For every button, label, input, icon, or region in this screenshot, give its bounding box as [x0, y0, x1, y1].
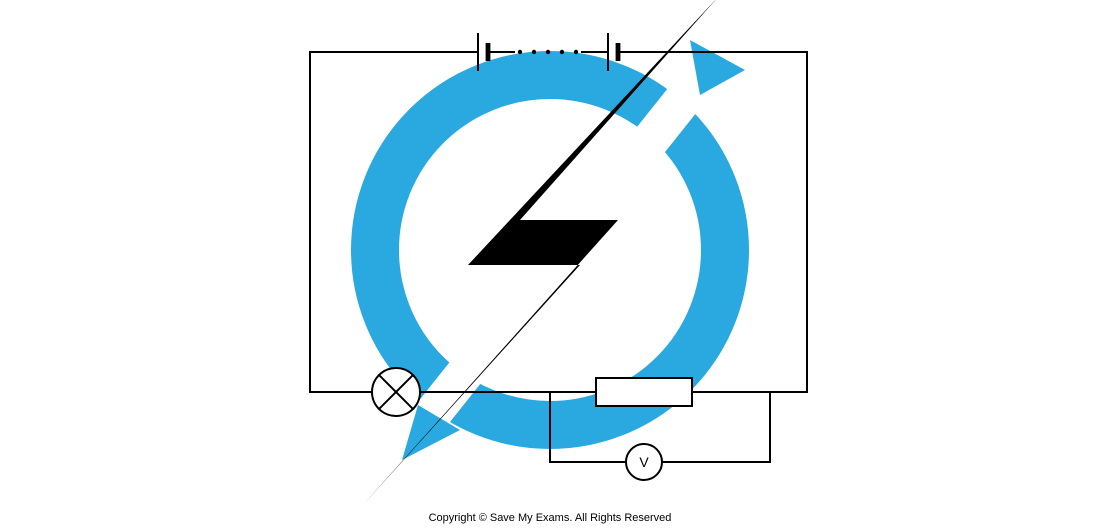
diagram-svg: V [0, 0, 1100, 529]
diagram-stage: V Copyright © Save My Exams. All Rights … [0, 0, 1100, 529]
copyright-caption: Copyright © Save My Exams. All Rights Re… [0, 512, 1100, 524]
voltmeter-label: V [639, 454, 649, 470]
lamp-symbol [372, 368, 420, 416]
resistor-symbol [596, 378, 692, 406]
